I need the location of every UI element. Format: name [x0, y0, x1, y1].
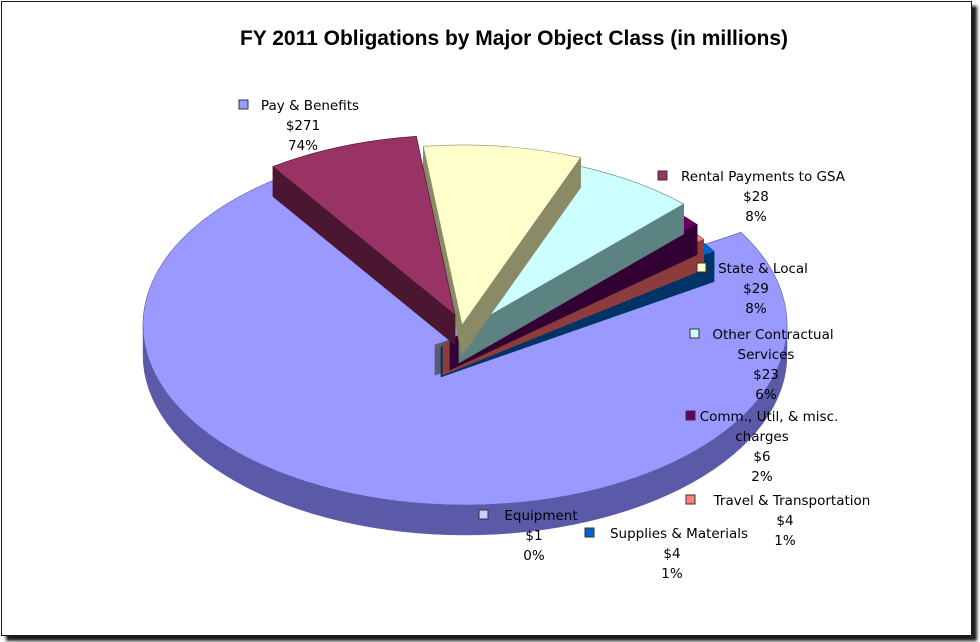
slice-percent-label: 74%: [288, 138, 318, 154]
data-label-rental-payments-to-gsa: Rental Payments to GSA $28 8%: [657, 169, 846, 225]
slice-name-label: State & Local: [718, 261, 808, 277]
slice-percent-label: 2%: [751, 469, 773, 485]
data-label-pay-benefits: Pay & Benefits $271 74%: [238, 98, 359, 154]
data-label-other-contractual-services: Other Contractual Services $23 6%: [689, 327, 834, 403]
slice-value-label: $4: [776, 513, 793, 529]
slice-percent-label: 0%: [523, 548, 545, 564]
slice-percent-label: 6%: [755, 387, 777, 403]
slice-name-label: Equipment: [504, 508, 577, 524]
legend-key-icon: [478, 509, 489, 520]
slice-value-label: $28: [743, 189, 769, 205]
legend-key-icon: [657, 170, 668, 181]
slice-value-label: $29: [743, 281, 769, 297]
legend-key-icon: [696, 262, 707, 273]
data-label-travel-transportation: Travel & Transportation $4 1%: [685, 493, 871, 549]
slice-percent-label: 8%: [745, 209, 767, 225]
chart-title: FY 2011 Obligations by Major Object Clas…: [240, 27, 788, 50]
slice-value-label: $23: [753, 367, 779, 383]
slice-name-label: Rental Payments to GSA: [681, 169, 846, 185]
slice-value-label: $4: [663, 546, 680, 562]
slice-name-label: Other Contractual: [712, 327, 833, 343]
slice-name-label: charges: [735, 429, 788, 445]
slice-value-label: $6: [753, 449, 770, 465]
slice-percent-label: 1%: [661, 566, 683, 582]
slice-percent-label: 1%: [774, 533, 796, 549]
slice-percent-label: 8%: [745, 301, 767, 317]
slice-name-label: Comm., Util, & misc.: [700, 409, 839, 425]
data-label-state-local: State & Local $29 8%: [696, 261, 808, 317]
slice-name-label: Pay & Benefits: [261, 98, 359, 114]
data-label-comm-util-misc-charges: Comm., Util, & misc. charges $6 2%: [685, 409, 839, 485]
slice-value-label: $1: [525, 528, 542, 544]
data-label-equipment: Equipment $1 0%: [478, 508, 578, 564]
data-label-supplies-materials: Supplies & Materials $4 1%: [584, 526, 748, 582]
legend-key-icon: [689, 328, 700, 339]
slice-name-label: Supplies & Materials: [610, 526, 748, 542]
slice-name-label: Services: [738, 347, 795, 363]
slice-rental-payments-to-gsa: [272, 135, 456, 346]
legend-key-icon: [584, 527, 595, 538]
slice-value-label: $271: [286, 118, 320, 134]
legend-key-icon: [685, 494, 696, 505]
legend-key-icon: [685, 410, 696, 421]
slice-name-label: Travel & Transportation: [713, 493, 871, 509]
legend-key-icon: [238, 99, 249, 110]
